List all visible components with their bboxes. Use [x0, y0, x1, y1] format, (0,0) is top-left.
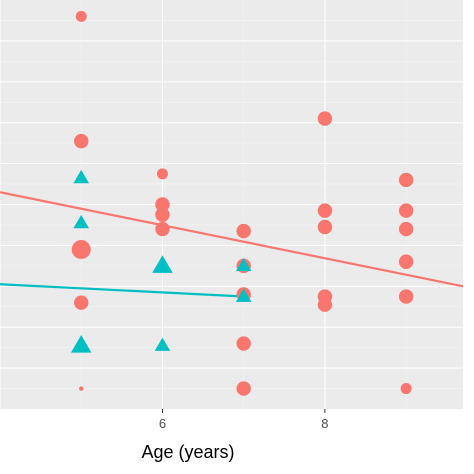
trend-line-2: [0, 283, 244, 298]
circle-point: [156, 168, 168, 180]
triangle-point: [154, 337, 171, 351]
circle-point: [317, 297, 333, 312]
circle-point: [74, 295, 89, 310]
circle-point: [317, 219, 333, 235]
triangle-point: [152, 255, 173, 273]
x-tick-label: 8: [321, 416, 328, 431]
triangle-point: [235, 288, 252, 302]
triangle-point: [73, 214, 90, 229]
circle-point: [75, 10, 87, 22]
circle-point: [236, 381, 251, 396]
x-axis-title: Age (years): [141, 442, 234, 462]
circle-point: [398, 254, 414, 269]
circle-point: [155, 197, 170, 212]
triangle-point: [73, 169, 90, 184]
circle-point: [398, 172, 414, 188]
circle-point: [155, 221, 170, 237]
circle-point: [398, 289, 414, 304]
triangle-point: [235, 257, 252, 272]
circle-point: [398, 221, 414, 237]
circle-point: [79, 386, 84, 391]
trend-lines: [0, 191, 464, 298]
circle-point: [398, 203, 414, 218]
circle-point: [71, 239, 91, 259]
trend-line-1: [0, 191, 464, 288]
circle-point: [74, 133, 89, 149]
circle-point: [155, 207, 170, 222]
x-tick-label: 6: [159, 416, 166, 431]
circle-point: [236, 223, 251, 239]
circle-point: [236, 336, 251, 351]
data-points: [70, 10, 414, 396]
circle-point: [400, 383, 412, 395]
circle-point: [317, 111, 333, 126]
circle-point: [317, 203, 333, 218]
grid-lines: [0, 0, 463, 409]
triangle-point: [70, 335, 92, 353]
